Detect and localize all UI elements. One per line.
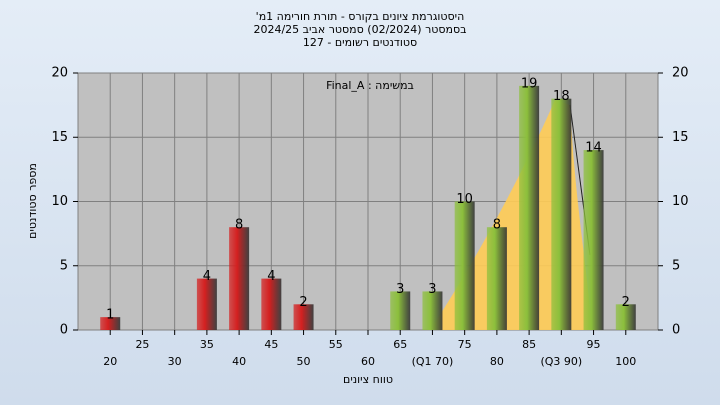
chart-title: היסטוגרמת ציונים בקורס - תורת חורימה 1מ'	[256, 10, 465, 23]
chart-subtitle: סטודנטים רשומים - 127	[303, 36, 417, 49]
chart-subtitle: בסמסטר (02/2024) סמסטר אביב 2024/25	[253, 23, 466, 36]
x-tick-label: 100	[615, 355, 636, 368]
bar	[293, 304, 314, 330]
bar	[454, 201, 475, 330]
x-tick-label: 45	[264, 338, 278, 351]
bar	[100, 317, 121, 330]
bar	[583, 150, 604, 330]
x-tick-label: (Q3 90)	[540, 355, 582, 368]
x-axis-title: טווח ציונים	[343, 373, 393, 386]
x-tick-label: 50	[297, 355, 311, 368]
y-tick-label: 0	[60, 323, 68, 338]
y-tick-label: 20	[51, 66, 68, 81]
x-tick-label: 25	[135, 338, 149, 351]
y2-tick-label: 0	[672, 323, 680, 338]
bar	[615, 304, 636, 330]
x-tick-label: 80	[490, 355, 504, 368]
x-tick-label: 40	[232, 355, 246, 368]
y-tick-label: 10	[51, 194, 68, 209]
x-tick-label: 55	[329, 338, 343, 351]
bar	[390, 291, 411, 330]
bar	[261, 278, 282, 330]
bar	[486, 227, 507, 330]
y-tick-label: 15	[51, 130, 68, 145]
bar	[551, 98, 572, 330]
bar	[519, 85, 540, 330]
x-tick-label: 30	[168, 355, 182, 368]
value-label: 18	[553, 89, 570, 104]
bar	[229, 227, 250, 330]
annotation: במשימה : Final_A	[326, 79, 414, 92]
y-axis-title: מספר סטודנטים	[26, 163, 39, 239]
value-label: 4	[203, 269, 211, 284]
bar	[422, 291, 443, 330]
value-label: 8	[235, 218, 243, 233]
value-label: 4	[267, 269, 275, 284]
x-tick-label: 75	[458, 338, 472, 351]
x-tick-label: 95	[587, 338, 601, 351]
x-tick-label: 35	[200, 338, 214, 351]
y2-tick-label: 10	[672, 194, 689, 209]
y2-tick-label: 5	[672, 258, 680, 273]
value-label: 3	[428, 282, 436, 297]
value-label: 2	[622, 295, 630, 310]
value-label: 14	[585, 141, 602, 156]
y2-tick-label: 20	[672, 66, 689, 81]
value-label: 19	[521, 76, 538, 91]
value-label: 8	[493, 218, 501, 233]
value-label: 10	[456, 192, 473, 207]
value-label: 2	[299, 295, 307, 310]
y-tick-label: 5	[60, 258, 68, 273]
x-tick-label: 60	[361, 355, 375, 368]
x-tick-label: 65	[393, 338, 407, 351]
bar	[196, 278, 217, 330]
x-tick-label: 20	[103, 355, 117, 368]
y2-tick-label: 15	[672, 130, 689, 145]
x-tick-label: (Q1 70)	[412, 355, 454, 368]
value-label: 3	[396, 282, 404, 297]
x-tick-label: 85	[522, 338, 536, 351]
value-label: 1	[106, 308, 114, 323]
